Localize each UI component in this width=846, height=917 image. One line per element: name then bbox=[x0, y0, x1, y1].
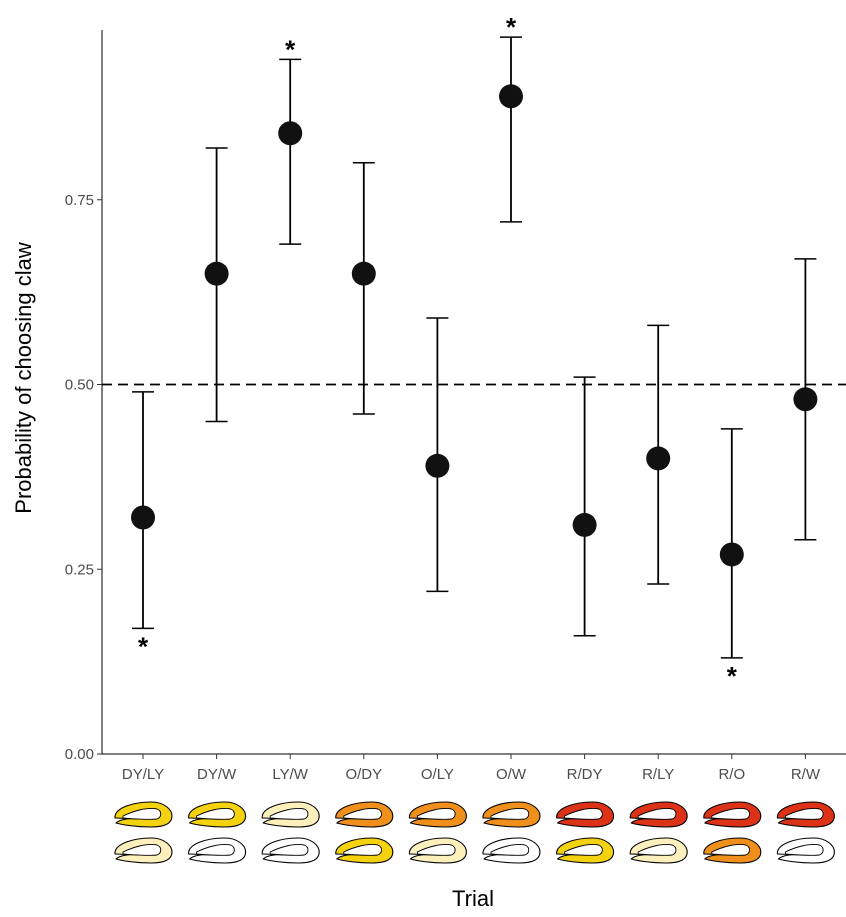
claw-icon bbox=[556, 837, 615, 864]
significance-marker: * bbox=[285, 34, 296, 64]
data-point bbox=[719, 542, 744, 567]
claw-icon bbox=[629, 837, 688, 864]
claw-icon bbox=[114, 837, 173, 864]
claw-icons bbox=[114, 801, 835, 864]
claw-icon bbox=[408, 801, 467, 828]
data-point bbox=[425, 453, 450, 478]
y-tick-label: 0.00 bbox=[65, 746, 94, 763]
claw-icon bbox=[703, 837, 762, 864]
x-tick-label: R/DY bbox=[567, 766, 603, 783]
x-tick-label: O/DY bbox=[345, 766, 382, 783]
data-point bbox=[351, 261, 376, 286]
claw-icon bbox=[556, 801, 615, 828]
claw-icon bbox=[335, 837, 394, 864]
x-tick-label: O/LY bbox=[421, 766, 454, 783]
claw-icon bbox=[703, 801, 762, 828]
data-point bbox=[793, 387, 818, 412]
data-point bbox=[204, 261, 229, 286]
data-point bbox=[646, 446, 671, 471]
claw-icon bbox=[114, 801, 173, 828]
data-point bbox=[572, 512, 597, 537]
claw-icon bbox=[335, 801, 394, 828]
significance-marker: * bbox=[727, 661, 738, 691]
data-point bbox=[131, 505, 155, 530]
claw-icon bbox=[482, 837, 541, 864]
x-tick-label: DY/W bbox=[197, 766, 237, 783]
claw-icon bbox=[261, 801, 320, 828]
x-tick-label: R/O bbox=[718, 766, 745, 783]
x-tick-label: R/LY bbox=[642, 766, 674, 783]
x-axis-title: Trial bbox=[452, 886, 494, 911]
claw-icon bbox=[629, 801, 688, 828]
claw-icon bbox=[776, 801, 835, 828]
claw-icon bbox=[408, 837, 467, 864]
significance-marker: * bbox=[506, 12, 517, 42]
significance-marker: * bbox=[138, 631, 149, 661]
y-tick-label: 0.25 bbox=[65, 561, 94, 578]
x-tick-label: O/W bbox=[496, 766, 527, 783]
claw-icon bbox=[261, 837, 320, 864]
y-tick-label: 0.50 bbox=[65, 377, 94, 394]
data-point bbox=[278, 121, 303, 146]
y-tick-label: 0.75 bbox=[65, 192, 94, 209]
data-point bbox=[499, 84, 523, 109]
claw-icon bbox=[776, 837, 835, 864]
y-axis-title: Probability of choosing claw bbox=[11, 242, 36, 514]
x-tick-label: R/W bbox=[791, 766, 821, 783]
x-tick-label: LY/W bbox=[272, 766, 308, 783]
data-marks: * * * * bbox=[131, 12, 818, 691]
claw-icon bbox=[188, 801, 247, 828]
axes: 0.00 0.25 0.50 0.75 bbox=[65, 30, 846, 763]
x-tick-labels: DY/LY DY/W LY/W O/DY O/LY O/W R/DY R/LY R/O R/W bbox=[122, 766, 821, 783]
x-tick-label: DY/LY bbox=[122, 766, 164, 783]
claw-icon bbox=[482, 801, 541, 828]
claw-icon bbox=[188, 837, 247, 864]
